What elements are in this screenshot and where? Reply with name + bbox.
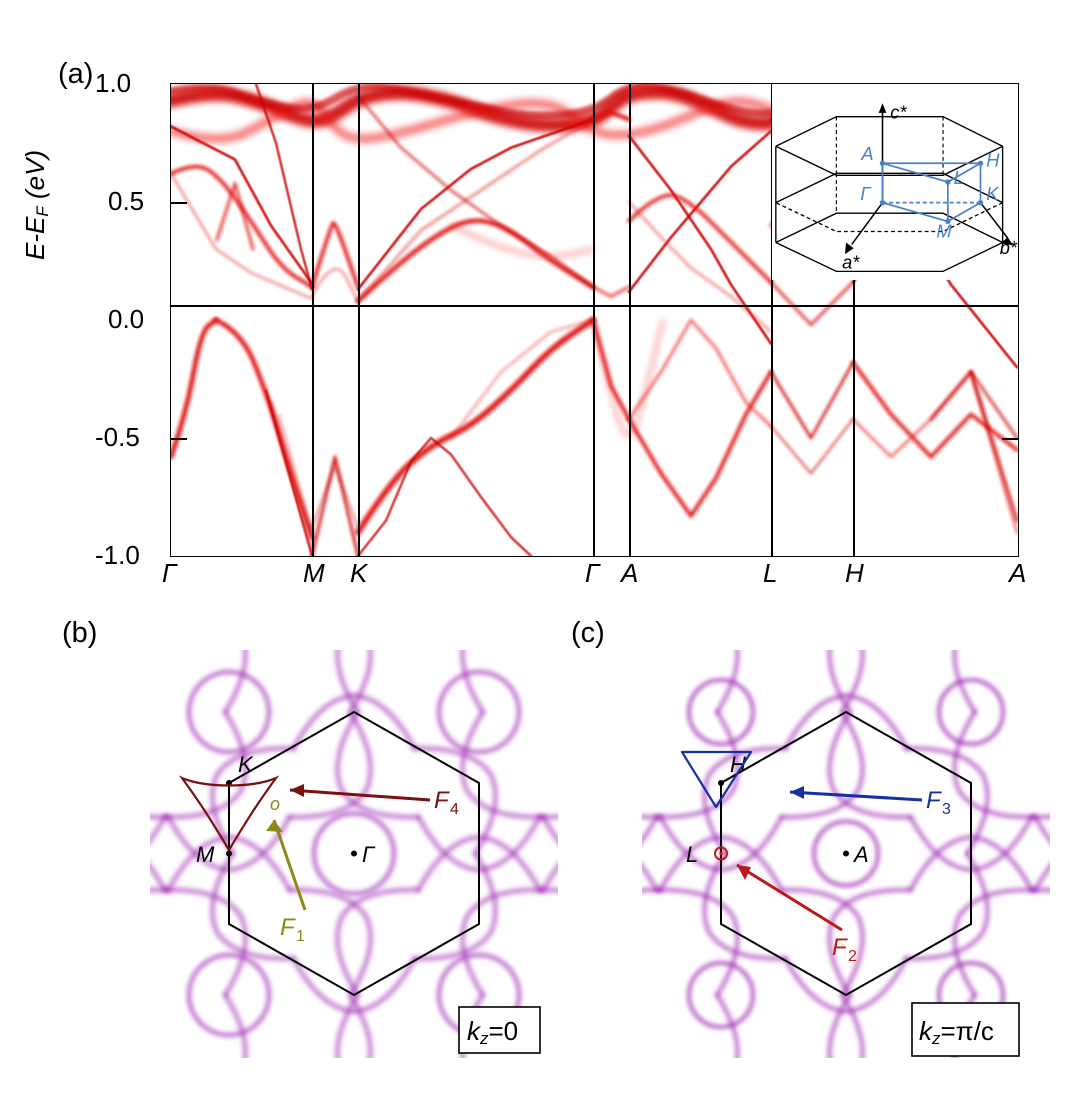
svg-text:L: L [954, 167, 964, 188]
svg-text:M: M [196, 842, 215, 867]
svg-text:kz=π/c: kz=π/c [919, 1016, 994, 1048]
svg-text:o: o [270, 794, 280, 814]
svg-text:c*: c* [890, 102, 907, 123]
svg-text:2: 2 [848, 948, 857, 965]
svg-text:F: F [434, 787, 450, 814]
svg-text:L: L [686, 842, 698, 867]
svg-text:A: A [852, 842, 869, 867]
svg-text:b*: b* [1000, 237, 1018, 258]
svg-text:K: K [238, 752, 254, 777]
svg-text:K: K [986, 183, 999, 204]
svg-text:kz=0: kz=0 [467, 1016, 518, 1048]
svg-text:H: H [986, 150, 1000, 171]
svg-text:4: 4 [450, 801, 459, 818]
svg-text:F: F [926, 787, 942, 814]
svg-text:M: M [936, 221, 952, 242]
svg-text:A: A [860, 143, 873, 164]
svg-text:Γ: Γ [860, 183, 872, 204]
svg-text:a*: a* [842, 251, 860, 272]
svg-text:3: 3 [942, 801, 951, 818]
svg-text:Γ: Γ [362, 842, 376, 867]
svg-text:F: F [280, 914, 296, 941]
svg-text:F: F [832, 934, 848, 961]
svg-text:1: 1 [296, 928, 305, 945]
